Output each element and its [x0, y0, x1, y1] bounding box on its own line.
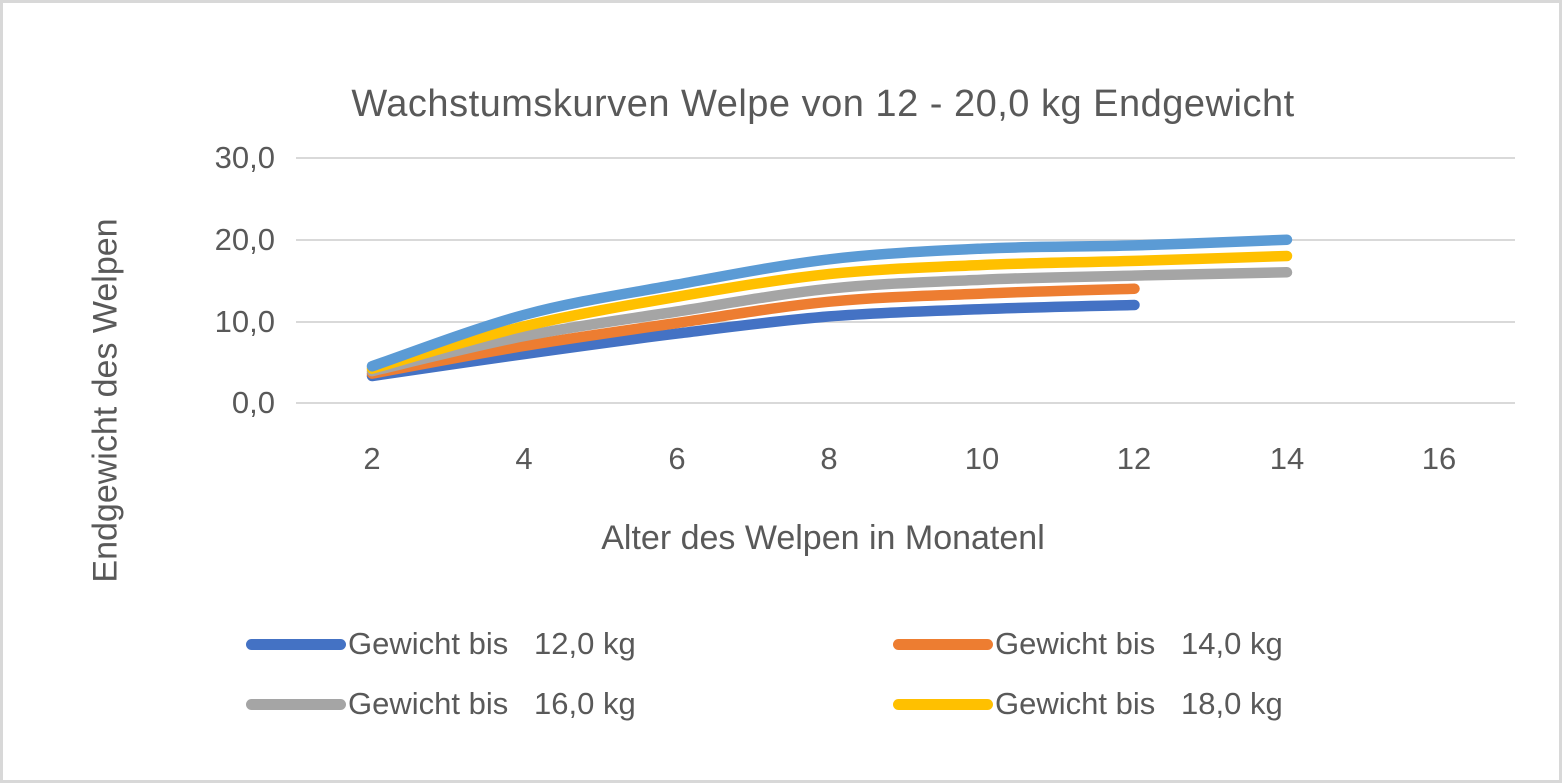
series-line [366, 250, 1293, 374]
legend-swatch-18kg [893, 699, 993, 710]
series-line [366, 234, 1293, 372]
y-tick-label: 20,0 [214, 222, 275, 257]
legend-label: Gewicht bis 18,0 kg [995, 686, 1283, 721]
y-tick-label: 30,0 [214, 140, 275, 175]
gridline-20 [296, 239, 1515, 241]
x-tick-label: 6 [668, 441, 686, 476]
x-tick-label: 10 [964, 441, 1000, 476]
chart-title: Wachstumskurven Welpe von 12 - 20,0 kg E… [351, 83, 1295, 125]
gridline-0 [296, 402, 1515, 404]
legend-label: Gewicht bis 12,0 kg [348, 626, 636, 661]
x-tick-label: 2 [363, 441, 381, 476]
series-line [366, 267, 1293, 377]
x-tick-label: 14 [1269, 441, 1305, 476]
series-line [366, 299, 1140, 382]
x-tick-label: 8 [820, 441, 838, 476]
x-tick-label: 16 [1421, 441, 1457, 476]
x-tick-label: 4 [515, 441, 533, 476]
x-axis-title: Alter des Welpen in Monatenl [601, 519, 1045, 557]
y-tick-label: 10,0 [214, 304, 275, 339]
legend-swatch-12kg [246, 639, 346, 650]
gridline-10 [296, 321, 1515, 323]
legend-swatch-16kg [246, 699, 346, 710]
line-plot [366, 234, 1293, 382]
y-tick-label: 0,0 [231, 385, 275, 420]
legend-label: Gewicht bis 16,0 kg [348, 686, 636, 721]
x-tick-label: 12 [1116, 441, 1152, 476]
gridline-30 [296, 157, 1515, 159]
series-line [366, 283, 1140, 379]
legend-label: Gewicht bis 14,0 kg [995, 626, 1283, 661]
legend-swatch-14kg [893, 639, 993, 650]
